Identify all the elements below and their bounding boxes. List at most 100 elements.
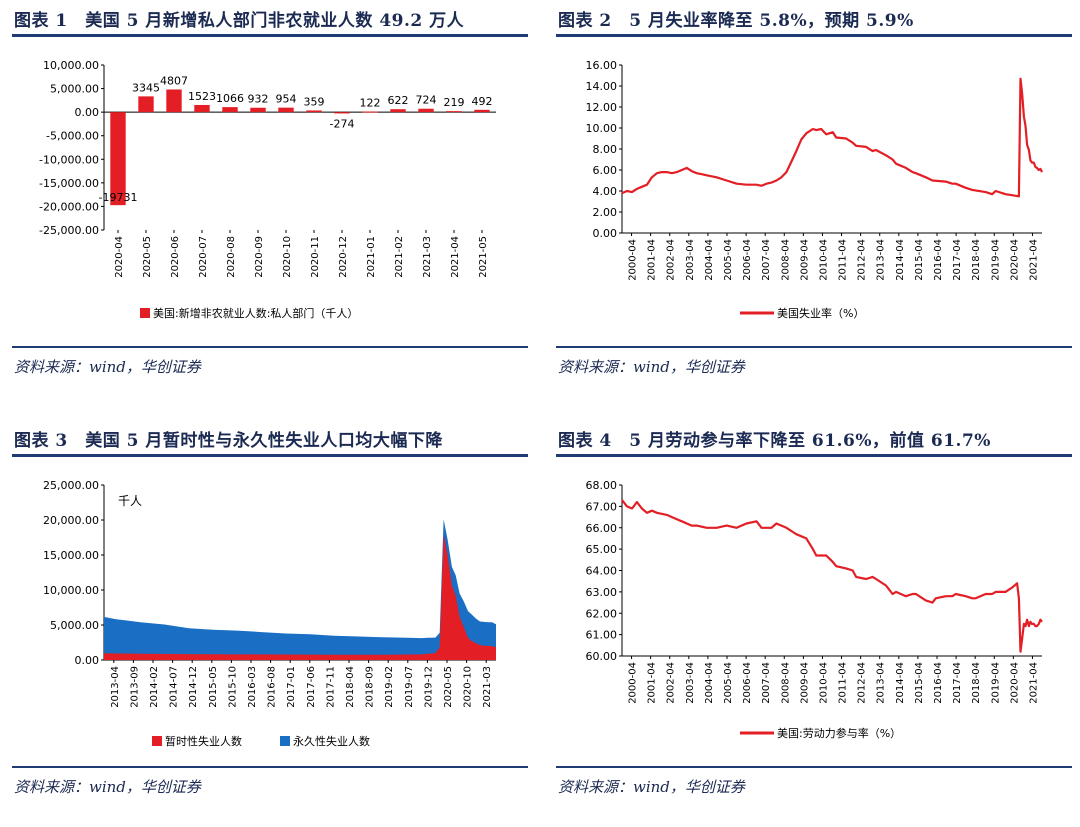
x-tick-label: 2007-04 xyxy=(761,662,772,704)
bar xyxy=(166,89,182,113)
x-tick-label: 2020-05 xyxy=(443,666,454,708)
y-tick-label: 14.00 xyxy=(586,80,618,93)
x-tick-label: 2004-04 xyxy=(704,239,715,281)
x-tick-label: 2021-01 xyxy=(366,236,377,278)
source-rule xyxy=(12,766,528,768)
x-tick-label: 2006-04 xyxy=(742,239,753,281)
y-tick-label: 16.00 xyxy=(586,59,618,72)
y-tick-label: 5,000.00 xyxy=(50,619,99,632)
y-tick-label: 60.00 xyxy=(586,650,618,663)
x-tick-label: 2017-04 xyxy=(952,662,963,704)
bar xyxy=(446,111,462,113)
x-tick-label: 2021-03 xyxy=(422,236,433,278)
source-rule xyxy=(12,346,528,348)
chart-4-title: 图表 4 5 月劳动参与率下降至 61.6%，前值 61.7% xyxy=(558,431,991,451)
y-tick-label: 0.00 xyxy=(75,106,100,119)
x-tick-label: 2020-04 xyxy=(1009,662,1020,704)
x-tick-label: 2010-04 xyxy=(818,662,829,704)
x-tick-label: 2021-04 xyxy=(450,236,461,278)
x-tick-label: 2021-02 xyxy=(394,236,405,278)
y-tick-label: 0.00 xyxy=(593,227,618,240)
data-label: 724 xyxy=(416,94,437,107)
panel-4: 图表 4 5 月劳动参与率下降至 61.6%，前值 61.7% 60.00 61.… xyxy=(556,420,1072,827)
chart-1-source: 资料来源：wind，华创证券 xyxy=(14,358,201,376)
y-tick-label: 65.00 xyxy=(586,543,618,556)
y-tick-label: 67.00 xyxy=(586,500,618,513)
y-tick-label: 25,000.00 xyxy=(43,479,99,492)
title-rule xyxy=(556,454,1072,457)
data-label: 954 xyxy=(276,93,297,106)
legend-swatch xyxy=(280,736,290,746)
bar xyxy=(362,111,378,113)
x-tick-label: 2019-12 xyxy=(423,666,434,708)
bar xyxy=(250,107,266,113)
bar xyxy=(222,107,238,113)
x-tick-label: 2015-05 xyxy=(208,666,219,708)
source-rule xyxy=(556,766,1072,768)
x-tick-label: 2019-04 xyxy=(990,662,1001,704)
x-tick-label: 2015-04 xyxy=(914,239,925,281)
y-tick-label: 10,000.00 xyxy=(43,59,99,72)
x-tick-label: 2001-04 xyxy=(647,662,658,704)
panel-3: 图表 3 美国 5 月暂时性与永久性失业人口均大幅下降 0.00 5,000.00… xyxy=(12,420,528,827)
title-rule xyxy=(12,34,528,37)
legend-label: 美国失业率（%） xyxy=(777,306,864,320)
bar xyxy=(390,109,406,113)
data-label: 1066 xyxy=(216,92,244,105)
x-tick-label: 2017-01 xyxy=(286,666,297,708)
x-tick-label: 2012-04 xyxy=(857,239,868,281)
x-tick-label: 2017-11 xyxy=(325,666,336,708)
legend-label: 美国:新增非农就业人数:私人部门（千人） xyxy=(153,306,358,320)
x-tick-label: 2019-07 xyxy=(404,666,415,708)
x-tick-label: 2005-04 xyxy=(723,239,734,281)
x-tick-label: 2013-04 xyxy=(876,662,887,704)
y-tick-label: -20,000.00 xyxy=(39,200,99,213)
x-tick-label: 2012-04 xyxy=(857,662,868,704)
x-tick-label: 2020-12 xyxy=(338,236,349,278)
x-tick-label: 2002-04 xyxy=(666,662,677,704)
x-tick-label: 2008-04 xyxy=(780,662,791,704)
data-label: 219 xyxy=(444,96,465,109)
x-tick-label: 2021-04 xyxy=(1028,239,1039,281)
y-tick-label: 15,000.00 xyxy=(43,549,99,562)
panel-1: 图表 1 美国 5 月新增私人部门非农就业人数 49.2 万人 10,000.0… xyxy=(12,0,528,407)
chart-1-title: 图表 1 美国 5 月新增私人部门非农就业人数 49.2 万人 xyxy=(14,11,465,31)
x-tick-label: 2013-09 xyxy=(129,666,140,708)
x-tick-label: 2016-04 xyxy=(933,239,944,281)
x-tick-label: 2020-06 xyxy=(170,236,181,278)
y-tick-label: 0.00 xyxy=(75,654,100,667)
bar xyxy=(474,109,490,113)
x-tick-label: 2004-04 xyxy=(704,662,715,704)
y-tick-label: 64.00 xyxy=(586,565,618,578)
x-tick-label: 2006-04 xyxy=(742,662,753,704)
chart-3-area: 0.00 5,000.00 10,000.00 15,000.00 20,000.00 2… xyxy=(43,479,496,748)
x-tick-label: 2014-04 xyxy=(895,239,906,281)
x-tick-label: 2016-08 xyxy=(267,666,278,708)
x-tick-label: 2017-06 xyxy=(306,666,317,708)
x-tick-label: 2020-09 xyxy=(254,236,265,278)
data-label: 492 xyxy=(472,95,493,108)
bar xyxy=(306,110,322,113)
y-tick-label: 8.00 xyxy=(593,143,618,156)
bar xyxy=(110,112,126,206)
bar xyxy=(278,107,294,113)
x-tick-label: 2013-04 xyxy=(110,666,121,708)
x-tick-label: 2014-02 xyxy=(149,666,160,708)
x-tick-label: 2020-04 xyxy=(114,236,125,278)
x-tick-label: 2018-04 xyxy=(345,666,356,708)
x-tick-label: 2003-04 xyxy=(685,239,696,281)
x-tick-label: 2020-04 xyxy=(1009,239,1020,281)
y-tick-label: 62.00 xyxy=(586,607,618,620)
legend-label: 暂时性失业人数 xyxy=(165,734,242,748)
x-tick-label: 2014-07 xyxy=(169,666,180,708)
y-tick-label: -5,000.00 xyxy=(46,130,99,143)
x-tick-label: 2014-04 xyxy=(895,662,906,704)
y-tick-label: 66.00 xyxy=(586,522,618,535)
title-rule xyxy=(12,454,528,457)
y-tick-label: 6.00 xyxy=(593,164,618,177)
chart-4-source: 资料来源：wind，华创证券 xyxy=(558,778,745,796)
x-tick-label: 2005-04 xyxy=(723,662,734,704)
x-tick-label: 2019-04 xyxy=(990,239,1001,281)
y-tick-label: 20,000.00 xyxy=(43,514,99,527)
x-tick-label: 2000-04 xyxy=(628,239,639,281)
